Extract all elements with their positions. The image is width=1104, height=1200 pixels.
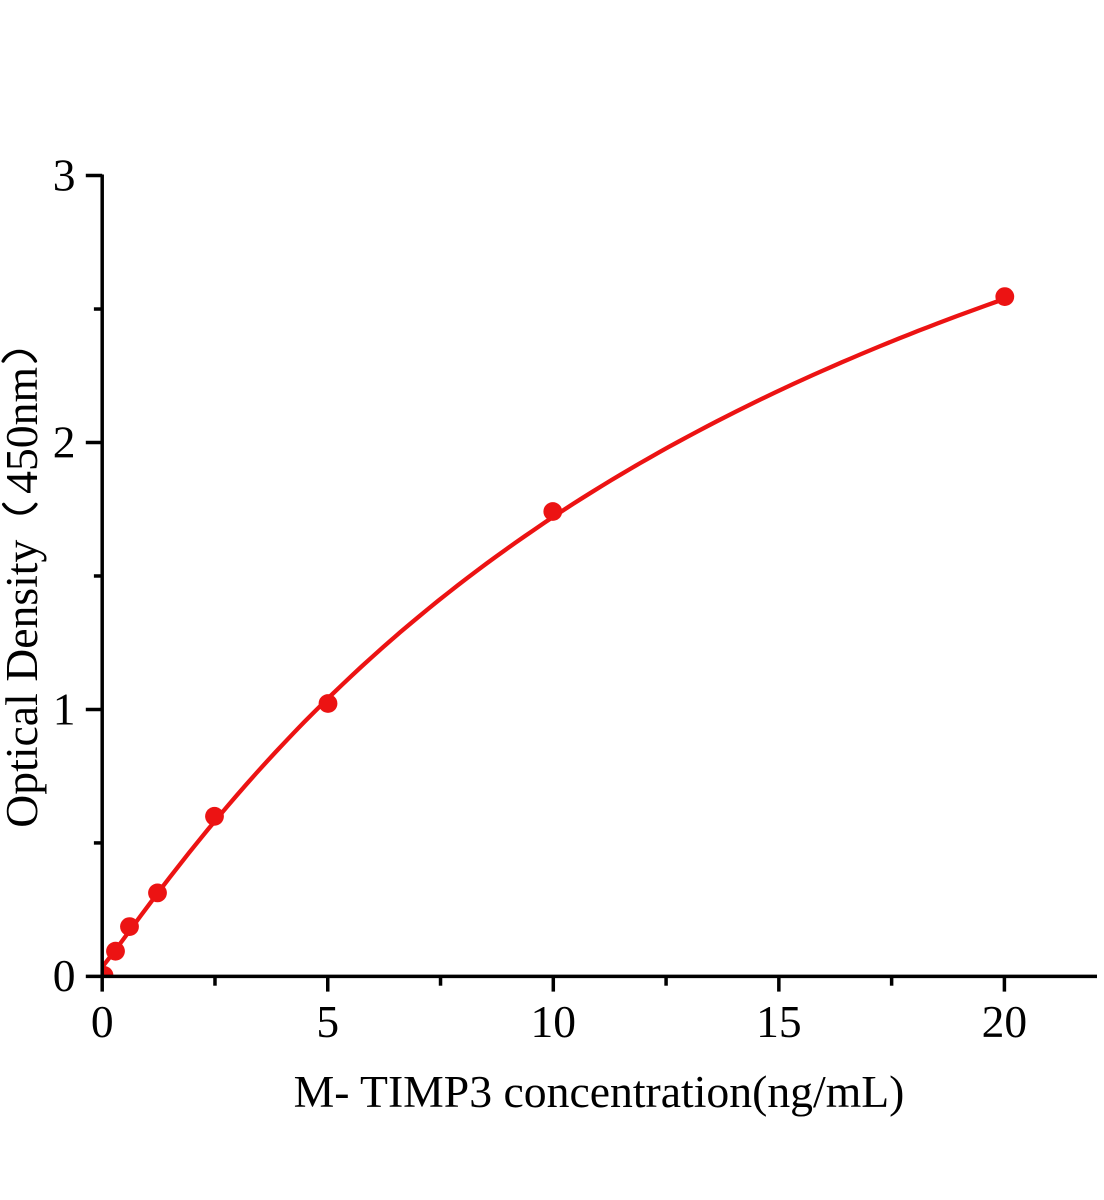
svg-text:3: 3 bbox=[53, 149, 76, 200]
svg-text:2: 2 bbox=[53, 416, 76, 467]
svg-text:15: 15 bbox=[756, 996, 802, 1047]
svg-text:M- TIMP3 concentration(ng/mL): M- TIMP3 concentration(ng/mL) bbox=[294, 1066, 905, 1117]
svg-text:10: 10 bbox=[531, 996, 577, 1047]
svg-text:Optical Density: Optical Density bbox=[0, 540, 47, 828]
svg-text:0: 0 bbox=[91, 996, 114, 1047]
svg-text:0: 0 bbox=[53, 950, 76, 1001]
svg-text:20: 20 bbox=[982, 996, 1028, 1047]
svg-text:450nm: 450nm bbox=[0, 367, 47, 494]
svg-text:5: 5 bbox=[316, 996, 339, 1047]
svg-text:1: 1 bbox=[53, 683, 76, 734]
